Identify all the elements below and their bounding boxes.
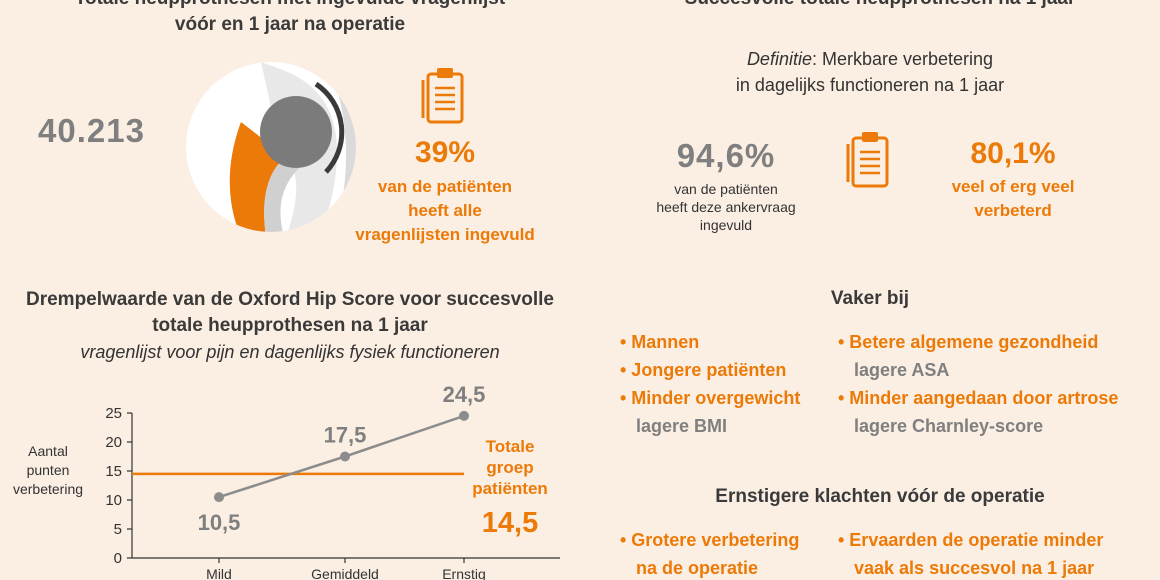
y-axis-label: Aantal bbox=[28, 443, 68, 459]
vaker-bij-title: Vaker bij bbox=[830, 288, 910, 309]
data-point bbox=[214, 492, 224, 503]
definition-label: Definitie bbox=[746, 49, 812, 69]
data-label: 24,5 bbox=[443, 382, 486, 407]
chart-title-line1: Drempelwaarde van de Oxford Hip Score vo… bbox=[26, 289, 554, 310]
list-item: • Ervaarden de operatie minder bbox=[838, 530, 1104, 550]
x-tick-label: Gemiddeld bbox=[311, 566, 379, 580]
percent-text-line: van de patiënten bbox=[377, 177, 513, 196]
list-item-sub: lagere Charnley-score bbox=[854, 416, 1044, 436]
stat1-text-line: heeft deze ankervraag bbox=[656, 199, 796, 215]
list-item: • Mannen bbox=[620, 332, 700, 352]
data-label: 10,5 bbox=[198, 510, 241, 535]
stat2-text-line: verbeterd bbox=[974, 201, 1052, 220]
data-point bbox=[459, 410, 469, 421]
percent-text-line: heeft alle bbox=[408, 201, 482, 220]
x-tick-label: Ernstig bbox=[442, 566, 486, 580]
list-item: • Jongere patiënten bbox=[620, 360, 787, 380]
list-item: na de operatie bbox=[636, 558, 759, 578]
chart-title: Drempelwaarde van de Oxford Hip Score vo… bbox=[0, 287, 580, 365]
ernstig-col1: • Grotere verbetering na de operatie bbox=[620, 526, 840, 580]
chart-title-line2: totale heupprothesen na 1 jaar bbox=[152, 315, 428, 336]
left-top-title-line2: vóór en 1 jaar na operatie bbox=[174, 14, 406, 35]
definition-line1: : Merkbare verbetering bbox=[811, 49, 994, 69]
reference-label: patiënten bbox=[472, 479, 548, 498]
vaker-bij-col2: • Betere algemene gezondheid lagere ASA … bbox=[838, 328, 1158, 440]
y-tick-label: 20 bbox=[105, 434, 122, 451]
y-axis-label: punten bbox=[27, 462, 70, 478]
list-item: • Betere algemene gezondheid bbox=[838, 332, 1099, 352]
clipboard-icon bbox=[421, 68, 464, 124]
list-item-sub: lagere ASA bbox=[854, 360, 950, 380]
left-top-title: Totale heupprothesen met ingevulde vrage… bbox=[40, 0, 540, 38]
right-top-title: Succesvolle totale heupprothesen na 1 ja… bbox=[620, 0, 1140, 12]
stat2-text-line: veel of erg veel bbox=[951, 177, 1075, 196]
definition-line2: in dagelijks functioneren na 1 jaar bbox=[735, 75, 1005, 95]
list-item-sub: lagere BMI bbox=[636, 416, 728, 436]
reference-label: Totale bbox=[486, 437, 535, 456]
y-tick-label: 5 bbox=[114, 521, 122, 538]
reference-label: groep bbox=[486, 458, 533, 477]
complete-percent: 39% bbox=[414, 136, 476, 169]
definition: Definitie: Merkbare verbetering in dagel… bbox=[620, 46, 1120, 98]
hip-joint-icon bbox=[186, 62, 356, 232]
improved-text: veel of erg veel verbeterd bbox=[913, 175, 1113, 223]
ernstig-title: Ernstigere klachten vóór de operatie bbox=[715, 486, 1045, 507]
anchor-question-percent: 94,6% bbox=[676, 137, 776, 174]
y-tick-label: 25 bbox=[105, 405, 122, 422]
anchor-question-text: van de patiënten heeft deze ankervraag i… bbox=[626, 180, 826, 234]
list-item: • Minder overgewicht bbox=[620, 388, 801, 408]
reference-value-label: 14,5 bbox=[482, 507, 538, 539]
ernstig-col2: • Ervaarden de operatie minder vaak als … bbox=[838, 526, 1158, 580]
y-tick-label: 0 bbox=[114, 550, 122, 567]
list-item: • Minder aangedaan door artrose bbox=[838, 388, 1119, 408]
chart-title-line3: vragenlijst voor pijn en dagenlijks fysi… bbox=[80, 342, 500, 362]
vaker-bij-col1: • Mannen • Jongere patiënten • Minder ov… bbox=[620, 328, 840, 440]
stat1-text-line: van de patiënten bbox=[674, 181, 778, 197]
improved-percent: 80,1% bbox=[970, 137, 1056, 170]
data-label: 17,5 bbox=[324, 423, 367, 448]
y-tick-label: 15 bbox=[105, 463, 122, 480]
left-top-title-line1: Totale heupprothesen met ingevulde vrage… bbox=[40, 0, 540, 12]
x-tick-label: Mild bbox=[206, 566, 232, 580]
oxford-hip-score-chart: 0 5 10 15 20 25 Mild Gemiddeld Ernstig Aantal punt… bbox=[13, 382, 560, 580]
clipboard-icon bbox=[846, 132, 889, 188]
data-point bbox=[340, 451, 350, 462]
y-axis-label: verbetering bbox=[13, 481, 83, 497]
percent-text-line: vragenlijsten ingevuld bbox=[355, 225, 535, 244]
y-tick-label: 10 bbox=[105, 492, 122, 509]
patient-count: 40.213 bbox=[38, 112, 145, 149]
complete-percent-text: van de patiënten heeft alle vragenlijste… bbox=[330, 175, 560, 247]
list-item: vaak als succesvol na 1 jaar bbox=[854, 558, 1095, 578]
stat1-text-line: ingevuld bbox=[699, 217, 753, 233]
list-item: • Grotere verbetering bbox=[620, 530, 800, 550]
